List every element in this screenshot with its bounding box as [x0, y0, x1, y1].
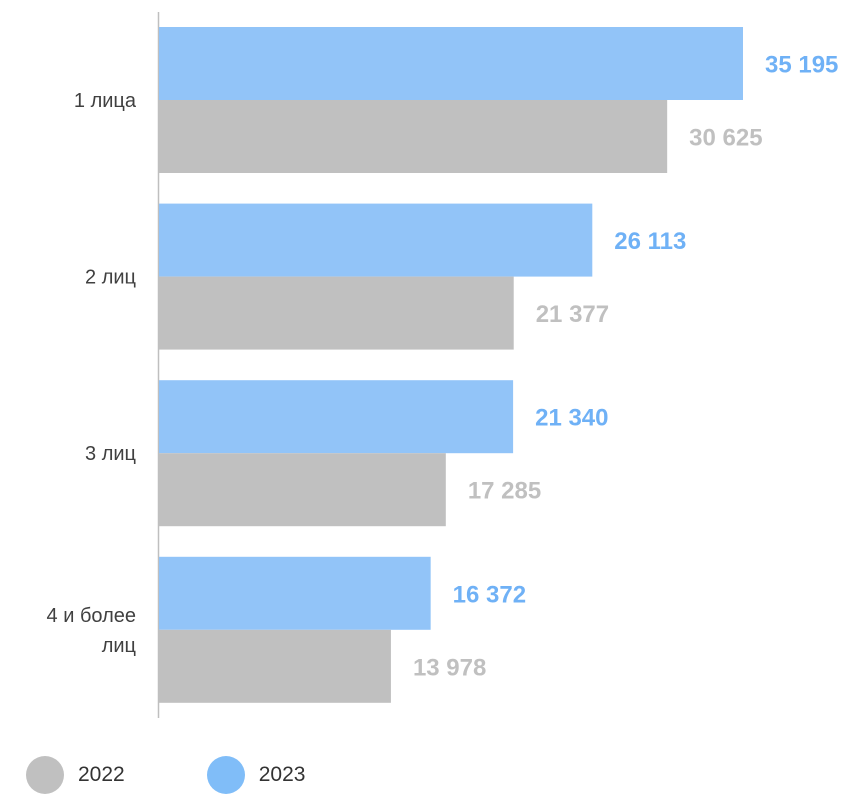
- value-label-2023-2-лиц: 26 113: [614, 228, 686, 255]
- category-label-1-лица: 1 лица: [74, 90, 137, 112]
- value-label-2023-3-лиц: 21 340: [535, 405, 608, 432]
- legend-swatch-2023: [206, 756, 245, 794]
- legend-item-2022: 2022: [26, 756, 125, 794]
- bar-chart: 1 лица 35 195 30 625 2 лиц 26 113 21 377 3 лиц…: [47, 12, 838, 718]
- bar-2023-2-лиц: [159, 203, 593, 277]
- bar-2023-1-лица: [159, 27, 743, 100]
- value-label-2022-3-лиц: 17 285: [468, 478, 541, 505]
- legend-label-2022: 2022: [78, 763, 125, 786]
- category-label-3-лиц: 3 лиц: [85, 443, 136, 465]
- legend: 2022 2023: [26, 756, 387, 794]
- value-label-2022-4-и-более-лиц: 13 978: [413, 654, 486, 681]
- category-label-4-и-более-лиц: 4 и более лиц: [47, 605, 136, 657]
- bar-2022-1-лица: [159, 100, 668, 173]
- legend-label-2023: 2023: [258, 763, 306, 786]
- legend-item-2023: 2023: [206, 756, 306, 794]
- bar-2022-4-и-более-лиц: [159, 629, 391, 703]
- bar-2022-3-лиц: [159, 453, 446, 527]
- value-label-2022-2-лиц: 21 377: [536, 301, 609, 328]
- legend-swatch-2022: [26, 756, 64, 794]
- category-label-2-лиц: 2 лиц: [85, 267, 136, 289]
- bar-2022-2-лиц: [159, 276, 514, 350]
- bar-2023-4-и-более-лиц: [159, 556, 431, 630]
- value-label-2022-1-лица: 30 625: [689, 125, 762, 152]
- value-label-2023-1-лица: 35 195: [765, 52, 838, 79]
- value-label-2023-4-и-более-лиц: 16 372: [453, 581, 526, 608]
- bar-2023-3-лиц: [159, 380, 514, 454]
